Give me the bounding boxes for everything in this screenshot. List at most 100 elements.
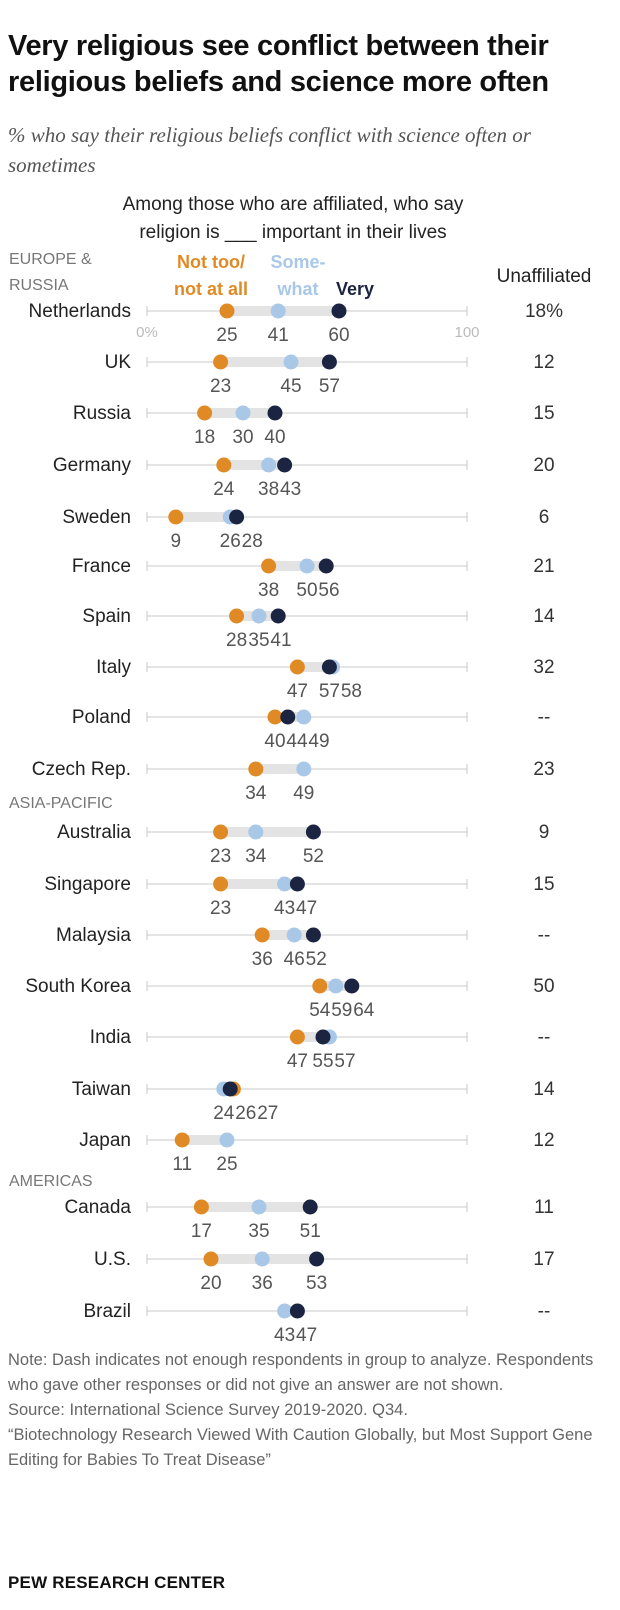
data-label-not_too: 25 bbox=[216, 325, 237, 346]
data-label-somewhat: 24 bbox=[213, 1103, 235, 1124]
country-label: Sweden bbox=[62, 507, 131, 528]
data-label-very: 56 bbox=[318, 580, 339, 601]
unaffiliated-value: 15 bbox=[533, 874, 554, 895]
data-label-somewhat: 38 bbox=[258, 479, 279, 500]
data-label-very: 64 bbox=[353, 1000, 375, 1021]
dot-not_too bbox=[312, 978, 328, 994]
note-text: Note: Dash indicates not enough responde… bbox=[8, 1351, 594, 1394]
unaffiliated-value: 50 bbox=[533, 976, 554, 997]
country-label: Japan bbox=[79, 1130, 131, 1151]
country-label: U.S. bbox=[94, 1249, 131, 1270]
country-label: Germany bbox=[53, 455, 132, 476]
data-label-very: 52 bbox=[303, 846, 324, 867]
report-title: “Biotechnology Research Viewed With Caut… bbox=[8, 1426, 593, 1469]
data-label-very: 53 bbox=[306, 1273, 327, 1294]
dot-somewhat bbox=[283, 354, 299, 370]
data-label-very: 57 bbox=[319, 681, 340, 702]
unaffiliated-value: 17 bbox=[533, 1249, 554, 1270]
group-label: RUSSIA bbox=[9, 277, 69, 294]
dot-very bbox=[344, 978, 360, 994]
dot-somewhat bbox=[328, 978, 344, 994]
data-label-not_too: 23 bbox=[210, 846, 231, 867]
dot-not_too bbox=[168, 509, 184, 525]
legend-label-somewhat: what bbox=[276, 279, 318, 299]
unaffiliated-value: 23 bbox=[533, 759, 554, 780]
chart-header-line1: Among those who are affiliated, who say bbox=[123, 194, 464, 215]
dot-very bbox=[280, 709, 296, 725]
dot-very bbox=[289, 876, 305, 892]
country-label: UK bbox=[105, 352, 132, 373]
dot-somewhat bbox=[286, 927, 302, 943]
dot-plot: Among those who are affiliated, who say r… bbox=[9, 194, 591, 1345]
data-label-not_too: 27 bbox=[257, 1103, 278, 1124]
dot-very bbox=[321, 659, 337, 675]
dot-very bbox=[302, 1199, 318, 1215]
data-label-somewhat: 58 bbox=[341, 681, 362, 702]
dot-somewhat bbox=[277, 1303, 293, 1319]
dot-not_too bbox=[229, 608, 245, 624]
dot-not_too bbox=[289, 1029, 305, 1045]
group-label: ASIA-PACIFIC bbox=[9, 795, 113, 812]
dot-not_too bbox=[289, 659, 305, 675]
data-label-very: 47 bbox=[296, 1325, 317, 1345]
dot-not_too bbox=[213, 824, 229, 840]
dot-very bbox=[321, 354, 337, 370]
unaffiliated-value: 15 bbox=[533, 403, 554, 424]
data-label-not_too: 40 bbox=[264, 731, 285, 752]
data-label-somewhat: 45 bbox=[280, 376, 301, 397]
chart-subtitle: % who say their religious beliefs confli… bbox=[8, 123, 531, 177]
data-label-not_too: 34 bbox=[245, 783, 267, 804]
legend-label-somewhat: Some- bbox=[270, 252, 325, 272]
data-label-not_too: 38 bbox=[258, 580, 279, 601]
legend-label-not_too: Not too/ bbox=[177, 252, 245, 272]
dot-very bbox=[277, 457, 293, 473]
dot-not_too bbox=[213, 876, 229, 892]
data-label-very: 55 bbox=[312, 1051, 333, 1072]
dot-somewhat bbox=[277, 876, 293, 892]
data-label-somewhat: 36 bbox=[252, 1273, 273, 1294]
dot-somewhat bbox=[299, 558, 315, 574]
data-label-somewhat: 43 bbox=[274, 1325, 295, 1345]
group-label: AMERICAS bbox=[9, 1173, 93, 1190]
unaffiliated-value: 6 bbox=[539, 507, 550, 528]
legend-label-not_too: not at all bbox=[174, 279, 248, 299]
unaffiliated-value: 12 bbox=[533, 1130, 554, 1151]
dot-somewhat bbox=[219, 1132, 235, 1148]
country-label: South Korea bbox=[25, 976, 131, 997]
dot-somewhat bbox=[235, 405, 251, 421]
dot-not_too bbox=[203, 1251, 219, 1267]
data-label-very: 60 bbox=[328, 325, 349, 346]
dot-very bbox=[270, 608, 286, 624]
data-label-somewhat: 41 bbox=[268, 325, 289, 346]
chart-header-line2: religion is ___ important in their lives bbox=[139, 222, 446, 243]
dot-somewhat bbox=[261, 457, 277, 473]
country-label: India bbox=[90, 1027, 132, 1048]
data-label-very: 52 bbox=[306, 949, 327, 970]
data-label-not_too: 24 bbox=[213, 479, 235, 500]
axis-tick-label-max: 100 bbox=[454, 324, 479, 341]
dot-not_too bbox=[254, 927, 270, 943]
unaffiliated-value: 21 bbox=[533, 556, 554, 577]
data-label-somewhat: 35 bbox=[248, 1221, 269, 1242]
unaffiliated-value: 18% bbox=[525, 301, 563, 322]
data-label-somewhat: 50 bbox=[296, 580, 317, 601]
dot-very bbox=[305, 824, 321, 840]
data-label-not_too: 28 bbox=[226, 630, 247, 651]
dot-very bbox=[289, 1303, 305, 1319]
data-label-very: 41 bbox=[270, 630, 291, 651]
dot-very bbox=[305, 927, 321, 943]
data-label-very: 47 bbox=[296, 898, 317, 919]
data-label-very: 26 bbox=[235, 1103, 256, 1124]
dot-not_too bbox=[261, 558, 277, 574]
footer-brand: PEW RESEARCH CENTER bbox=[8, 1573, 226, 1592]
dot-not_too bbox=[174, 1132, 190, 1148]
unaffiliated-value: -- bbox=[538, 707, 551, 728]
dot-somewhat bbox=[248, 824, 264, 840]
data-label-not_too: 47 bbox=[287, 1051, 308, 1072]
unaffiliated-value: 12 bbox=[533, 352, 554, 373]
data-label-very: 44 bbox=[286, 731, 308, 752]
data-label-not_too: 23 bbox=[210, 898, 231, 919]
data-label-not_too: 23 bbox=[210, 376, 231, 397]
chart-title: Very religious see conflict between thei… bbox=[8, 30, 549, 98]
data-label-somewhat: 49 bbox=[293, 783, 314, 804]
